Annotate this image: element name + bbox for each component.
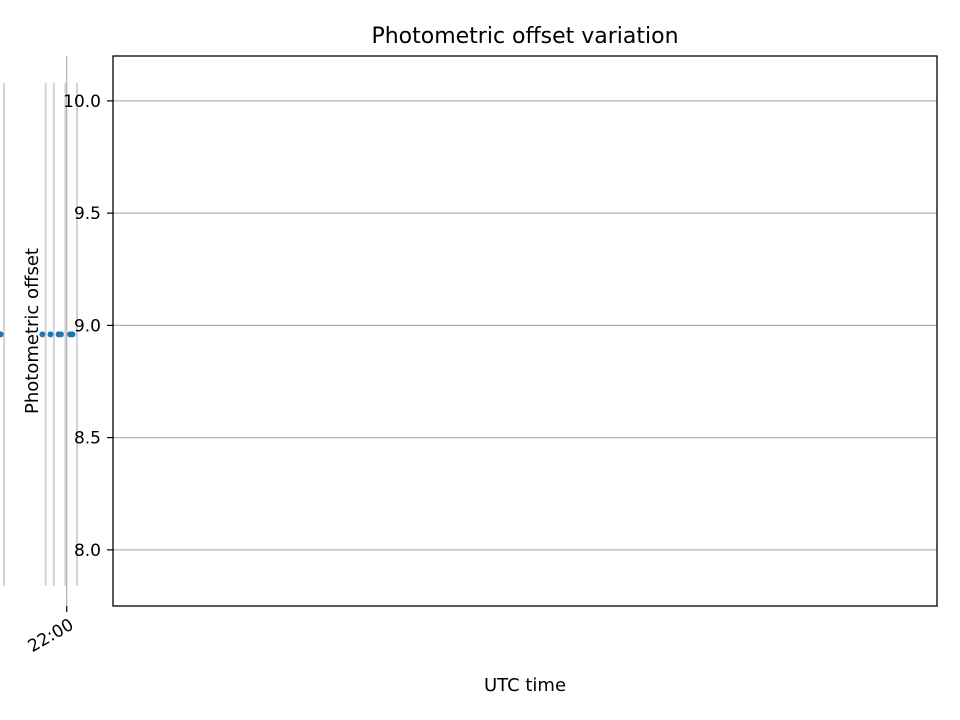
y-axis-label: Photometric offset [22, 248, 43, 414]
y-tick-label: 8.0 [74, 541, 101, 561]
observation-band [64, 82, 67, 586]
data-point [67, 331, 74, 338]
grid [66, 56, 937, 606]
y-tick-label: 9.5 [74, 204, 101, 224]
axes [66, 55, 938, 612]
plot-frame [112, 55, 938, 607]
y-tick-label: 8.5 [74, 429, 101, 449]
y-tick-label: 9.0 [74, 316, 101, 336]
observation-band [75, 82, 78, 586]
data-point [47, 331, 54, 338]
data-point [55, 331, 62, 338]
observation-band [44, 82, 47, 586]
y-tick-label: 10.0 [63, 92, 101, 112]
data-point [39, 331, 46, 338]
observation-bands [3, 82, 78, 586]
chart-title: Photometric offset variation [371, 24, 678, 49]
x-axis-label: UTC time [484, 675, 566, 696]
data-point [0, 331, 4, 338]
data-points [0, 331, 76, 338]
observation-band [52, 82, 55, 586]
observation-band [3, 82, 6, 586]
